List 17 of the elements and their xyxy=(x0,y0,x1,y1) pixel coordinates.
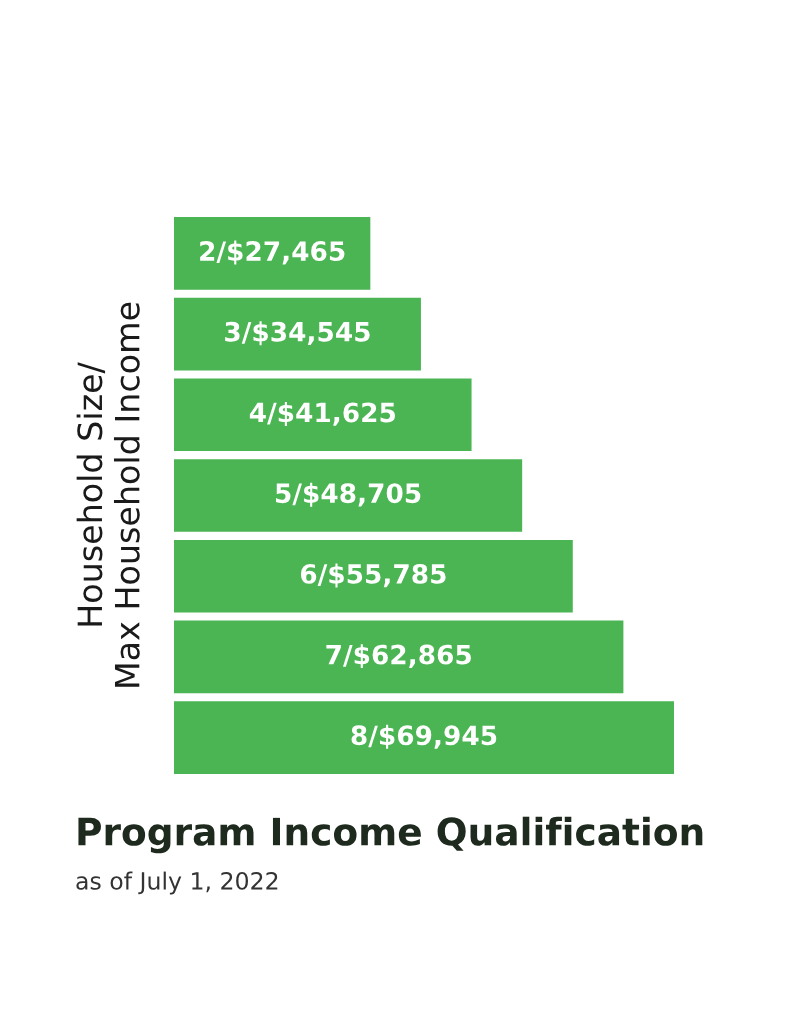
bar xyxy=(174,378,472,452)
data-label: 4/$41,625 xyxy=(249,402,396,426)
data-label: 3/$34,545 xyxy=(225,321,370,346)
data-label: 2/$27,465 xyxy=(200,240,345,265)
bar xyxy=(174,217,371,290)
text: Program Income Qualification xyxy=(78,816,703,854)
bar xyxy=(174,701,674,774)
bar xyxy=(174,539,573,613)
data-label: 7/$62,865 xyxy=(326,644,471,669)
data-label: 5/$48,705 xyxy=(276,482,421,507)
text: as of July 1, 2022 xyxy=(76,871,278,895)
data-label: 6/$55,785 xyxy=(300,563,446,588)
data-label: 8/$69,945 xyxy=(351,724,497,749)
bar xyxy=(174,297,421,371)
y-axis-title: Household Size/ Max Household Income xyxy=(76,302,140,687)
bar xyxy=(174,620,624,694)
bar xyxy=(174,459,523,532)
